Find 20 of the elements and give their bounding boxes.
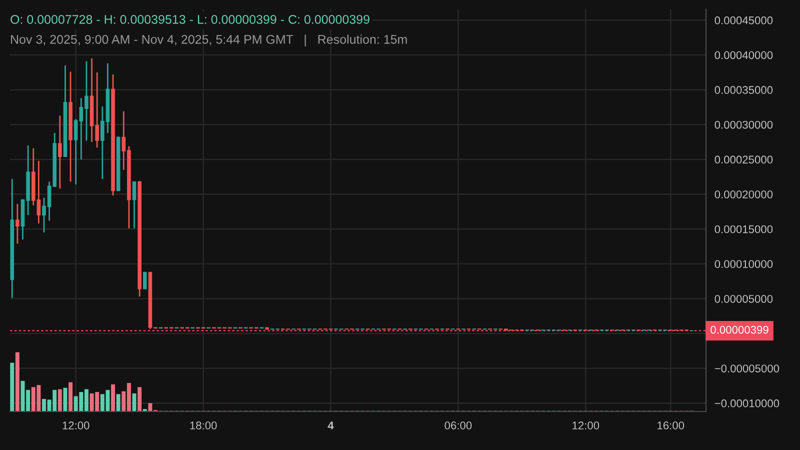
y-tick-label: 0.00020000 <box>714 190 773 198</box>
ref-line-label: 0.00000399 <box>710 326 768 334</box>
x-tick-label: 12:00 <box>572 422 600 430</box>
y-tick-label: 0.00010000 <box>714 260 773 268</box>
x-tick-label: 12:00 <box>62 422 90 430</box>
y-tick-label: −0.00010000 <box>714 399 780 408</box>
x-tick-label: 18:00 <box>190 422 217 430</box>
y-tick-label: 0.00035000 <box>714 86 773 94</box>
x-tick-label: 4 <box>328 422 334 430</box>
x-tick-label: 16:00 <box>658 422 684 430</box>
y-tick-label: −0.00005000 <box>714 364 780 372</box>
chart-title: O: 0.00007728 - H: 0.00039513 - L: 0.00000399 - C: 0.00000399 <box>10 15 370 24</box>
x-tick-label: 06:00 <box>444 422 472 430</box>
y-tick-label: 0.00025000 <box>714 156 773 164</box>
y-tick-label: 0.00005000 <box>714 294 773 303</box>
y-tick-label: 0.00030000 <box>714 120 773 129</box>
y-tick-label: 0.00040000 <box>714 51 773 60</box>
text: Nov 3, 2025, 9:00 AM - Nov 4, 2025, 5:44 PM GMT | Resolution: 15m <box>11 34 407 46</box>
y-tick-label: 0.00015000 <box>714 225 773 234</box>
y-tick-label: 0.00045000 <box>714 16 773 24</box>
